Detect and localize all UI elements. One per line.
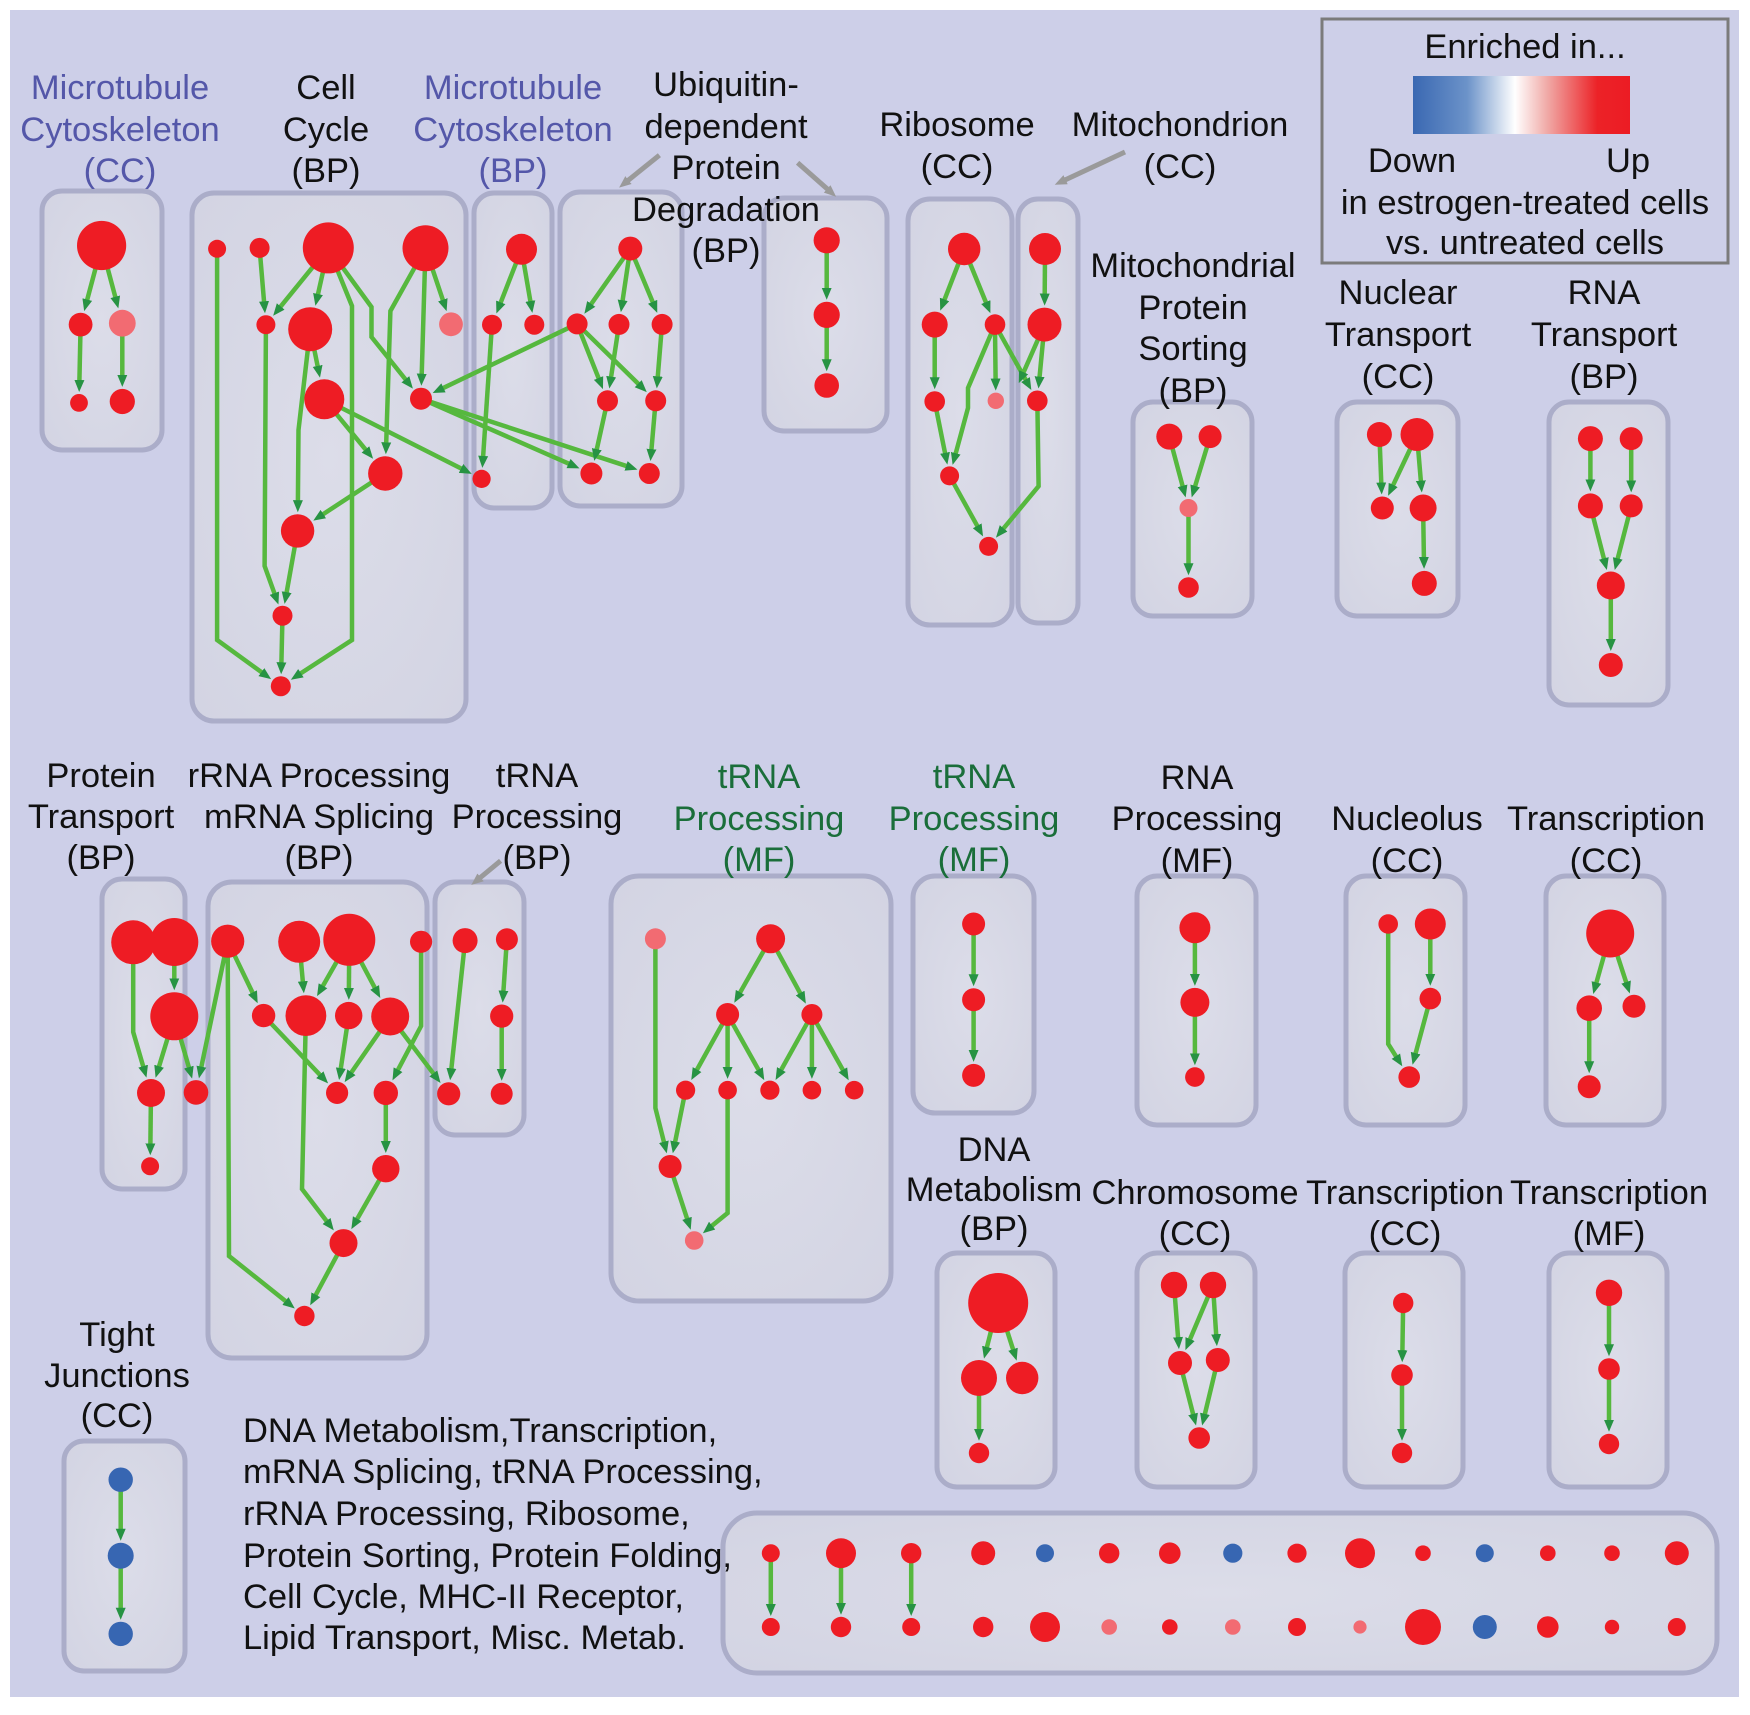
svg-text:Ribosome: Ribosome bbox=[879, 106, 1034, 144]
svg-text:Junctions: Junctions bbox=[44, 1357, 190, 1395]
svg-text:Sorting: Sorting bbox=[1138, 330, 1247, 368]
svg-text:Transcription: Transcription bbox=[1507, 800, 1705, 838]
svg-text:Metabolism: Metabolism bbox=[906, 1171, 1082, 1209]
svg-text:DNA: DNA bbox=[958, 1131, 1031, 1169]
svg-text:(CC): (CC) bbox=[1144, 148, 1217, 186]
svg-text:(BP): (BP) bbox=[1570, 358, 1639, 396]
svg-text:Degradation: Degradation bbox=[632, 191, 820, 229]
svg-text:(BP): (BP) bbox=[960, 1210, 1029, 1248]
svg-text:(BP): (BP) bbox=[503, 839, 572, 877]
svg-text:tRNA: tRNA bbox=[718, 758, 800, 796]
svg-text:DNA Metabolism,Transcription,: DNA Metabolism,Transcription, bbox=[243, 1412, 717, 1450]
svg-text:(CC): (CC) bbox=[81, 1397, 154, 1435]
svg-text:rRNA Processing, Ribosome,: rRNA Processing, Ribosome, bbox=[243, 1495, 690, 1533]
svg-text:(BP): (BP) bbox=[479, 152, 548, 190]
svg-text:(BP): (BP) bbox=[292, 152, 361, 190]
svg-text:RNA: RNA bbox=[1161, 759, 1234, 797]
svg-text:(BP): (BP) bbox=[285, 839, 354, 877]
svg-text:Lipid Transport, Misc. Metab.: Lipid Transport, Misc. Metab. bbox=[243, 1619, 686, 1657]
svg-text:mRNA Splicing, tRNA Processing: mRNA Splicing, tRNA Processing, bbox=[243, 1453, 763, 1491]
svg-text:(CC): (CC) bbox=[1159, 1215, 1232, 1253]
svg-text:(BP): (BP) bbox=[1159, 372, 1228, 410]
svg-text:Mitochondrial: Mitochondrial bbox=[1090, 247, 1295, 285]
svg-text:(CC): (CC) bbox=[1362, 358, 1435, 396]
svg-text:Transport: Transport bbox=[1325, 316, 1472, 354]
svg-text:(BP): (BP) bbox=[692, 232, 761, 270]
svg-text:Transcription: Transcription bbox=[1510, 1174, 1708, 1212]
svg-text:(MF): (MF) bbox=[1573, 1215, 1646, 1253]
svg-text:rRNA Processing: rRNA Processing bbox=[188, 757, 451, 795]
svg-text:Protein: Protein bbox=[1138, 289, 1247, 327]
svg-text:Protein Sorting, Protein Foldi: Protein Sorting, Protein Folding, bbox=[243, 1537, 732, 1575]
svg-text:Nuclear: Nuclear bbox=[1339, 274, 1458, 312]
svg-text:Protein: Protein bbox=[671, 149, 780, 187]
svg-text:dependent: dependent bbox=[644, 108, 807, 146]
svg-text:(BP): (BP) bbox=[67, 839, 136, 877]
svg-text:Enriched in...: Enriched in... bbox=[1424, 28, 1625, 66]
svg-text:Processing: Processing bbox=[889, 800, 1060, 838]
svg-text:(CC): (CC) bbox=[1570, 842, 1643, 880]
svg-text:Cell Cycle, MHC-II Receptor,: Cell Cycle, MHC-II Receptor, bbox=[243, 1578, 684, 1616]
svg-text:Cytoskeleton: Cytoskeleton bbox=[20, 111, 219, 149]
svg-text:Ubiquitin-: Ubiquitin- bbox=[653, 66, 799, 104]
svg-text:(CC): (CC) bbox=[1371, 842, 1444, 880]
svg-text:Nucleolus: Nucleolus bbox=[1331, 800, 1483, 838]
svg-text:Processing: Processing bbox=[1112, 800, 1283, 838]
svg-text:Cytoskeleton: Cytoskeleton bbox=[413, 111, 612, 149]
svg-text:(MF): (MF) bbox=[1161, 842, 1234, 880]
svg-text:Cell: Cell bbox=[296, 69, 355, 107]
svg-text:(CC): (CC) bbox=[84, 152, 157, 190]
svg-text:tRNA: tRNA bbox=[933, 758, 1015, 796]
svg-text:(MF): (MF) bbox=[938, 841, 1011, 879]
svg-text:Down: Down bbox=[1368, 142, 1456, 180]
svg-text:mRNA Splicing: mRNA Splicing bbox=[204, 798, 434, 836]
svg-text:Chromosome: Chromosome bbox=[1091, 1174, 1298, 1212]
svg-text:(CC): (CC) bbox=[1369, 1215, 1442, 1253]
svg-text:Microtubule: Microtubule bbox=[31, 69, 209, 107]
svg-text:RNA: RNA bbox=[1568, 274, 1641, 312]
svg-text:vs. untreated cells: vs. untreated cells bbox=[1386, 224, 1664, 262]
svg-text:(MF): (MF) bbox=[723, 841, 796, 879]
svg-text:Transport: Transport bbox=[1531, 316, 1678, 354]
svg-text:(CC): (CC) bbox=[921, 148, 994, 186]
svg-text:Mitochondrion: Mitochondrion bbox=[1072, 106, 1289, 144]
svg-text:Processing: Processing bbox=[452, 798, 623, 836]
svg-text:Up: Up bbox=[1606, 142, 1650, 180]
svg-text:Transcription: Transcription bbox=[1306, 1174, 1504, 1212]
svg-text:Microtubule: Microtubule bbox=[424, 69, 602, 107]
svg-text:in estrogen-treated cells: in estrogen-treated cells bbox=[1341, 184, 1709, 222]
svg-text:Tight: Tight bbox=[79, 1316, 155, 1354]
svg-text:Protein: Protein bbox=[46, 757, 155, 795]
svg-text:Processing: Processing bbox=[674, 800, 845, 838]
svg-text:Cycle: Cycle bbox=[283, 111, 369, 149]
svg-text:tRNA: tRNA bbox=[496, 757, 578, 795]
svg-text:Transport: Transport bbox=[28, 798, 175, 836]
